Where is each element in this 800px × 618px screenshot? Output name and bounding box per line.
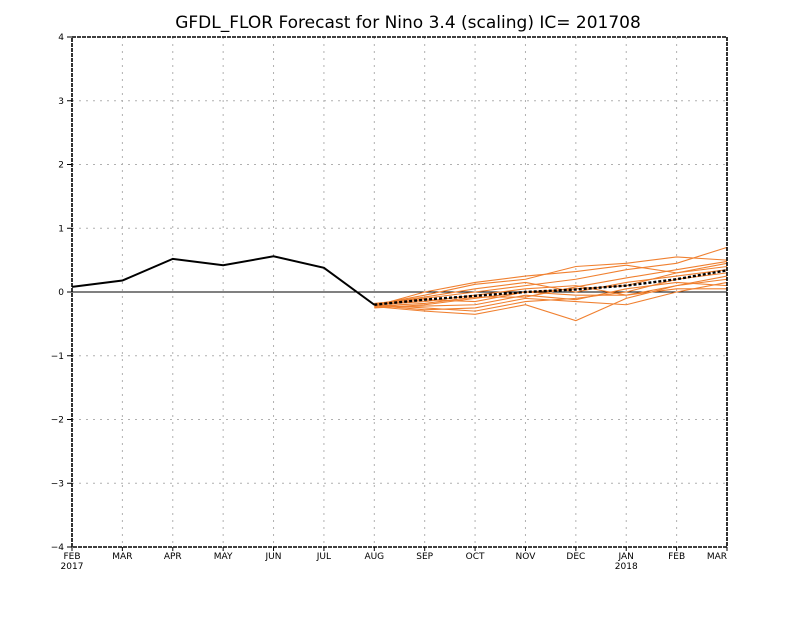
observed-line	[71, 255, 375, 306]
ensemble-member-line	[374, 246, 728, 305]
y-tick-label: −1	[51, 352, 64, 362]
ensemble-mean-line	[374, 269, 728, 306]
y-tick-label: −2	[51, 416, 64, 426]
x-tick-label: MAR	[112, 552, 132, 562]
y-tick-label: −4	[51, 543, 65, 553]
x-tick-label: AUG	[364, 552, 384, 562]
y-tick-label: 3	[58, 97, 64, 107]
x-year-label: 2017	[61, 562, 84, 572]
x-tick-label: SEP	[416, 552, 433, 562]
ensemble-member-line	[374, 260, 728, 307]
ensemble-member-line	[374, 288, 727, 306]
ensemble-member-line	[374, 269, 728, 305]
x-tick-label: FEB	[63, 552, 80, 562]
x-tick-label: JAN	[618, 552, 634, 562]
x-tick-label: OCT	[466, 552, 485, 562]
ensemble-members	[374, 246, 728, 322]
x-tick-label: MAY	[214, 552, 233, 562]
x-year-label: 2018	[615, 562, 638, 572]
x-tick-label: NOV	[516, 552, 537, 562]
y-tick-label: −3	[51, 479, 64, 489]
y-tick-label: 4	[58, 33, 64, 43]
y-tick-label: 0	[58, 288, 64, 298]
x-tick-label: JUN	[265, 552, 282, 562]
y-axis-ticks: 4 3 2 1 0 −1 −2 −3 −4	[51, 33, 72, 553]
x-tick-label: FEB	[668, 552, 685, 562]
ensemble-member-line	[374, 281, 728, 308]
x-tick-label: MAR	[707, 552, 727, 562]
grid-lines	[72, 37, 727, 547]
observed-series	[71, 255, 375, 306]
ensemble-member-line	[374, 281, 728, 311]
x-tick-label: APR	[164, 552, 182, 562]
chart-title: GFDL_FLOR Forecast for Nino 3.4 (scaling…	[175, 13, 641, 33]
ensemble-mean-series	[374, 269, 728, 306]
ensemble-member-line	[374, 256, 728, 306]
x-axis-ticks: FEB MAR APR MAY JUN JUL AUG SEP OCT NOV DEC JAN FEB M…	[61, 547, 728, 572]
y-tick-label: 2	[58, 161, 64, 171]
x-tick-label: JUL	[316, 552, 331, 562]
y-tick-label: 1	[58, 224, 64, 234]
x-tick-label: DEC	[566, 552, 585, 562]
